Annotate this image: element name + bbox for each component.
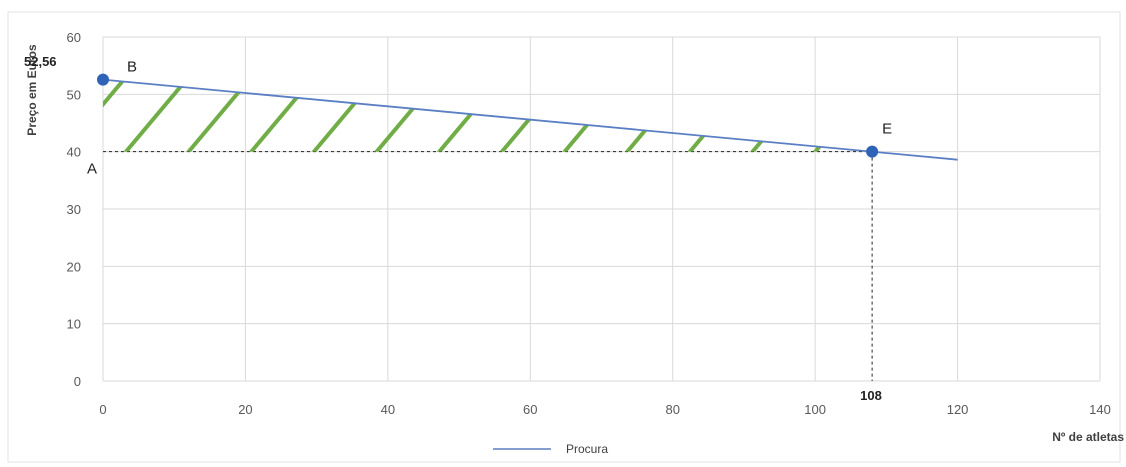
x-tick-label-120: 120 xyxy=(947,402,969,417)
x-tick-label-20: 20 xyxy=(238,402,252,417)
x-tick-label-140: 140 xyxy=(1089,402,1111,417)
x-tick-label-60: 60 xyxy=(523,402,537,417)
y-tick-label-0: 0 xyxy=(74,374,81,389)
point-label-A: A xyxy=(87,161,97,178)
y-tick-label-40: 40 xyxy=(67,145,81,160)
point-label-B: B xyxy=(127,59,137,76)
chart-border xyxy=(7,11,1121,463)
x-value-label: 108 xyxy=(860,388,882,403)
x-tick-label-100: 100 xyxy=(804,402,826,417)
legend: Procura xyxy=(493,442,608,456)
y-tick-label-20: 20 xyxy=(67,259,81,274)
y-tick-label-30: 30 xyxy=(67,202,81,217)
point-label-E: E xyxy=(882,121,892,138)
y-tick-label-60: 60 xyxy=(67,30,81,45)
x-tick-label-0: 0 xyxy=(99,402,106,417)
point-B xyxy=(97,73,109,86)
legend-label-procura: Procura xyxy=(566,442,608,456)
x-tick-label-80: 80 xyxy=(665,402,679,417)
y-tick-label-50: 50 xyxy=(67,87,81,102)
y-value-label: 52,56 xyxy=(24,54,57,69)
y-tick-label-10: 10 xyxy=(67,317,81,332)
series-line-0 xyxy=(102,78,958,161)
x-tick-label-40: 40 xyxy=(381,402,395,417)
point-E xyxy=(866,145,879,158)
x-axis-title: Nº de atletas xyxy=(1052,430,1124,444)
y-axis-title: Preço em Euros xyxy=(25,44,39,136)
